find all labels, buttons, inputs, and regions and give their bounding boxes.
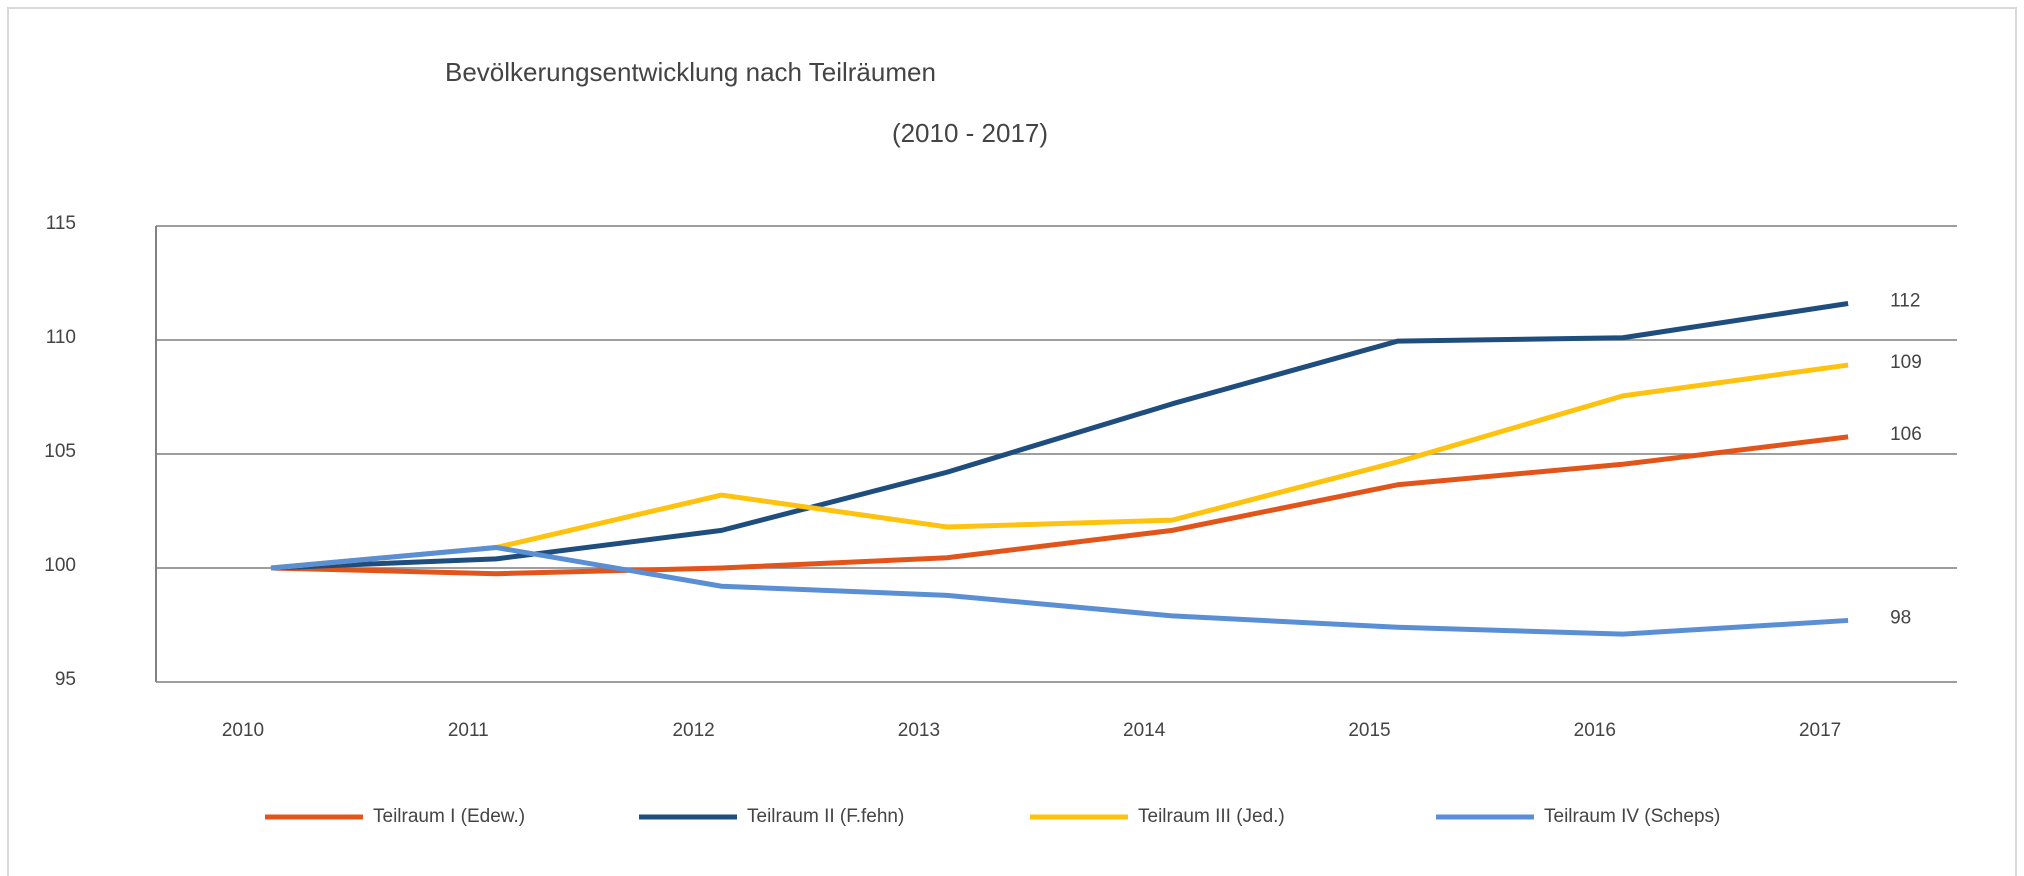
y-tick-label: 100	[44, 555, 76, 576]
series-line	[270, 362, 1849, 571]
x-tick-label: 2015	[1348, 720, 1390, 741]
chart-border	[7, 7, 2017, 876]
legend-label: Teilraum I (Edew.)	[373, 806, 525, 827]
data-label: 106	[1890, 424, 1922, 445]
legend-label: Teilraum IV (Scheps)	[1544, 806, 1720, 827]
x-tick-label: 2013	[898, 720, 940, 741]
y-tick-label: 110	[46, 327, 76, 348]
data-label: 98	[1890, 607, 1911, 628]
chart-subtitle: (2010 - 2017)	[892, 118, 1048, 148]
x-tick-label: 2017	[1799, 720, 1841, 741]
series-line	[270, 434, 1849, 577]
x-tick-label: 2014	[1123, 720, 1166, 741]
series-line	[270, 544, 1849, 637]
x-tick-label: 2010	[222, 720, 264, 741]
y-tick-label: 105	[44, 441, 76, 462]
x-tick-label: 2012	[672, 720, 714, 741]
x-tick-label: 2011	[448, 720, 489, 741]
legend-label: Teilraum II (F.fehn)	[747, 806, 904, 827]
data-label: 109	[1890, 352, 1922, 373]
y-tick-label: 95	[55, 669, 76, 690]
x-tick-label: 2016	[1574, 720, 1616, 741]
data-label: 112	[1890, 291, 1920, 312]
legend-label: Teilraum III (Jed.)	[1138, 806, 1285, 827]
y-tick-label: 115	[46, 213, 76, 234]
chart-title: Bevölkerungsentwicklung nach Teilräumen	[445, 57, 936, 87]
